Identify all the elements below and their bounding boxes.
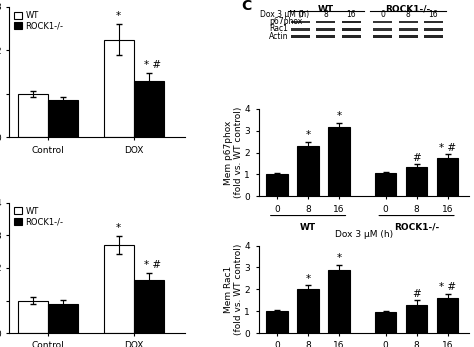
Bar — [424, 28, 443, 31]
Text: p67phox: p67phox — [269, 17, 302, 26]
Text: Rac1: Rac1 — [269, 25, 288, 34]
Bar — [317, 35, 336, 38]
Bar — [374, 28, 392, 31]
Bar — [266, 175, 288, 196]
Bar — [374, 20, 392, 24]
Y-axis label: Mem p67phox
(fold vs. WT control): Mem p67phox (fold vs. WT control) — [224, 107, 243, 198]
Bar — [48, 304, 78, 333]
Text: ROCK1-/-: ROCK1-/- — [394, 222, 439, 231]
Bar — [399, 28, 418, 31]
Bar — [399, 20, 418, 24]
Text: *: * — [337, 111, 342, 121]
Text: C: C — [242, 0, 252, 13]
Bar — [291, 28, 310, 31]
Text: ROCK1-/-: ROCK1-/- — [385, 5, 431, 14]
Bar — [134, 81, 164, 137]
Text: 16: 16 — [428, 10, 438, 19]
Text: * #: * # — [439, 143, 456, 153]
Text: 0: 0 — [298, 10, 303, 19]
Text: *: * — [116, 223, 121, 233]
Bar — [342, 28, 361, 31]
Text: *: * — [306, 130, 310, 140]
Bar — [375, 312, 396, 333]
Bar — [48, 100, 78, 137]
Bar — [297, 289, 319, 333]
Bar — [18, 301, 48, 333]
Text: *: * — [306, 274, 310, 284]
Text: *: * — [337, 253, 342, 263]
Bar — [374, 35, 392, 38]
Bar — [406, 305, 428, 333]
Text: 0: 0 — [381, 10, 385, 19]
Bar — [317, 28, 336, 31]
X-axis label: Dox 3 μM (h): Dox 3 μM (h) — [335, 230, 393, 239]
Bar — [104, 245, 134, 333]
Bar — [291, 20, 310, 24]
Text: * #: * # — [439, 282, 456, 292]
Bar — [424, 20, 443, 24]
Bar — [342, 20, 361, 24]
Text: #: # — [412, 153, 421, 163]
Text: WT: WT — [318, 5, 334, 14]
Text: 8: 8 — [324, 10, 328, 19]
Text: WT: WT — [300, 222, 316, 231]
Text: 16: 16 — [346, 10, 356, 19]
Text: *: * — [116, 11, 121, 21]
Text: * #: * # — [144, 261, 161, 271]
Bar — [266, 311, 288, 333]
Bar — [297, 146, 319, 196]
Bar — [399, 35, 418, 38]
Bar — [437, 158, 458, 196]
Text: #: # — [412, 289, 421, 299]
Text: Actin: Actin — [269, 32, 289, 41]
Y-axis label: Mem Rac1
(fold vs. WT control): Mem Rac1 (fold vs. WT control) — [224, 244, 243, 335]
Text: 8: 8 — [406, 10, 410, 19]
Bar — [342, 35, 361, 38]
Bar — [18, 94, 48, 137]
Bar — [317, 20, 336, 24]
Bar — [104, 40, 134, 137]
Text: Dox 3 μM (h): Dox 3 μM (h) — [260, 10, 309, 19]
Bar — [328, 127, 350, 196]
Text: * #: * # — [144, 60, 161, 69]
Bar — [134, 280, 164, 333]
Bar — [437, 298, 458, 333]
Bar — [291, 35, 310, 38]
Bar — [424, 35, 443, 38]
Bar — [375, 173, 396, 196]
Legend: WT, ROCK1-/-: WT, ROCK1-/- — [14, 207, 64, 226]
Bar — [406, 167, 428, 196]
Legend: WT, ROCK1-/-: WT, ROCK1-/- — [14, 11, 64, 30]
Bar — [328, 270, 350, 333]
